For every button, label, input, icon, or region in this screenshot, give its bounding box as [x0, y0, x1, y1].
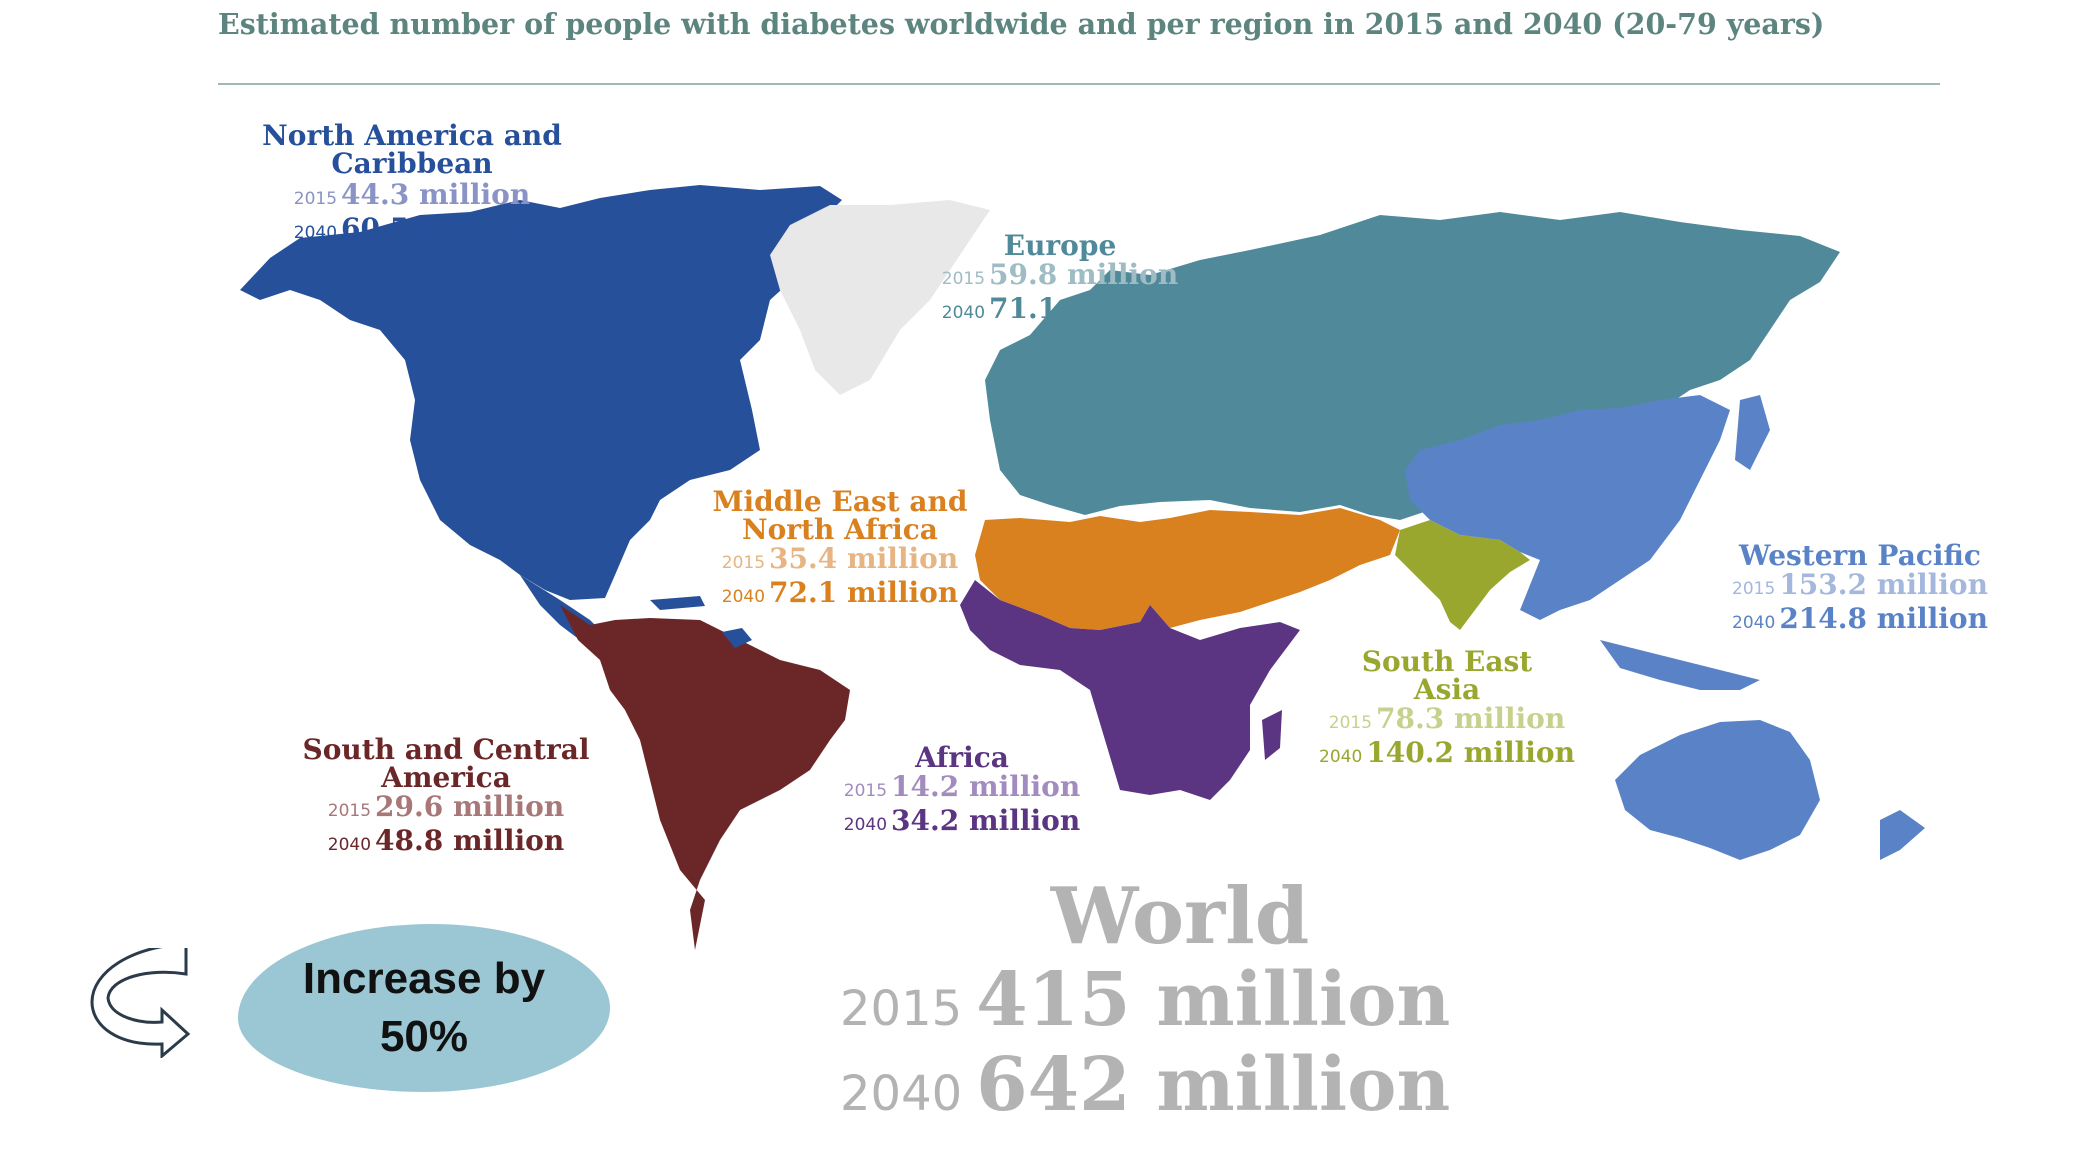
year-2040-label: 2040	[941, 303, 986, 323]
region-mena-shape	[975, 508, 1400, 630]
value-2040: 214.8 million	[1779, 602, 1988, 635]
region-name: Africa	[915, 741, 1009, 774]
value-2015: 29.6 million	[375, 790, 565, 823]
label-europe: Europe 2015 59.8 million 2040 71.1 million	[910, 232, 1210, 328]
callout-text: Increase by 50%	[302, 954, 546, 1061]
value-2015: 14.2 million	[891, 770, 1081, 803]
value-2040: 48.8 million	[375, 824, 565, 857]
region-western-pacific-shape	[1405, 395, 1925, 860]
curved-arrow-icon	[90, 948, 191, 1058]
year-2015-label: 2015	[1732, 579, 1776, 599]
region-south-east-asia-shape	[1395, 520, 1530, 630]
year-2015-label: 2015	[293, 189, 338, 209]
region-name: Western Pacific	[1739, 539, 1981, 572]
label-mena: Middle East and North Africa 2015 35.4 mi…	[680, 488, 1000, 612]
year-2040-label: 2040	[1319, 747, 1363, 767]
region-name: South East Asia	[1361, 645, 1533, 706]
value-2040: 71.1 million	[989, 292, 1179, 325]
region-name: Europe	[1003, 229, 1117, 262]
region-africa-shape	[960, 580, 1300, 800]
caribbean-islands-shape	[722, 628, 752, 648]
world-totals: World 2015 415 million 2040 642 million	[840, 872, 1560, 1132]
value-2015: 35.4 million	[769, 542, 959, 575]
world-value-2040: 642 million	[976, 1042, 1451, 1128]
label-africa: Africa 2015 14.2 million 2040 34.2 million	[812, 744, 1112, 840]
world-year-2015: 2015	[840, 981, 963, 1037]
value-2015: 59.8 million	[989, 258, 1179, 291]
year-2015-label: 2015	[843, 781, 888, 801]
chart-title: Estimated number of people with diabetes…	[218, 7, 1825, 41]
increase-callout: Increase by 50%	[238, 924, 610, 1092]
greenland-shape	[770, 200, 990, 395]
region-name: South and Central America	[302, 733, 590, 794]
value-2040: 140.2 million	[1366, 736, 1575, 769]
region-europe-shape	[985, 212, 1840, 520]
year-2015-label: 2015	[327, 801, 372, 821]
label-south-east-asia: South East Asia 2015 78.3 million 2040 140…	[1282, 648, 1612, 772]
year-2040-label: 2040	[1732, 613, 1776, 633]
year-2040-label: 2040	[293, 223, 338, 243]
value-2040: 34.2 million	[891, 804, 1081, 837]
value-2015: 153.2 million	[1779, 568, 1988, 601]
title-divider	[218, 83, 1940, 85]
region-name: North America and Caribbean	[262, 119, 562, 180]
value-2015: 78.3 million	[1376, 702, 1566, 735]
region-name: Middle East and North Africa	[712, 485, 968, 546]
value-2040: 60.5 million	[341, 212, 531, 245]
year-2040-label: 2040	[843, 815, 888, 835]
region-north-america-shape	[240, 185, 842, 600]
year-2040-label: 2040	[721, 587, 766, 607]
year-2015-label: 2015	[941, 269, 986, 289]
label-western-pacific: Western Pacific 2015 153.2 million 2040 21…	[1690, 542, 2030, 638]
year-2015-label: 2015	[721, 553, 766, 573]
label-south-central-america: South and Central America 2015 29.6 milli…	[276, 736, 616, 860]
value-2015: 44.3 million	[341, 178, 531, 211]
year-2015-label: 2015	[1328, 713, 1373, 733]
region-south-america-shape	[560, 605, 850, 950]
year-2040-label: 2040	[327, 835, 372, 855]
world-year-2040: 2040	[840, 1066, 963, 1122]
world-value-2015: 415 million	[976, 957, 1451, 1043]
world-name: World	[1050, 871, 1310, 962]
region-caribbean-shape	[520, 575, 705, 660]
label-north-america: North America and Caribbean 2015 44.3 mil…	[222, 122, 602, 248]
value-2040: 72.1 million	[769, 576, 959, 609]
